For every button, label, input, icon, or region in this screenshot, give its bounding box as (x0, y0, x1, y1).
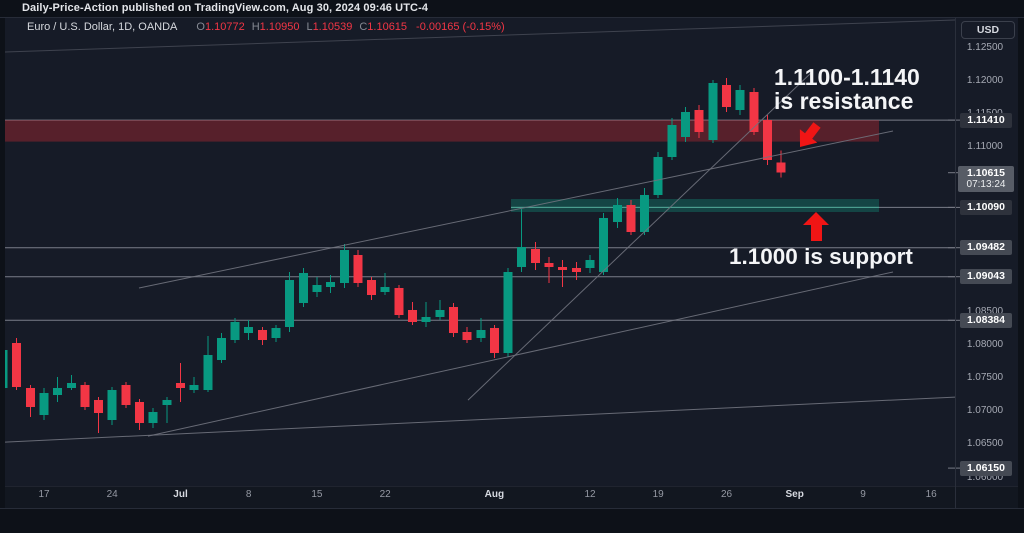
price-axis-label: 1.12500 (966, 41, 1004, 53)
time-axis-label: 22 (379, 489, 391, 500)
price-level-label: 1.06150 (960, 460, 1012, 476)
price-axis-label: 1.06500 (966, 438, 1004, 450)
time-axis-label: 15 (311, 489, 323, 500)
ohlc-value: 1.10539 (312, 21, 353, 33)
time-axis-label: Aug (484, 489, 505, 500)
price-level-label: 1.09043 (960, 269, 1012, 285)
time-axis-label: 26 (720, 489, 733, 500)
price-axis-label: 1.12000 (966, 74, 1004, 86)
price-axis-divider (955, 18, 956, 508)
ohlc-key: L (306, 21, 313, 33)
time-axis-label: 9 (860, 489, 866, 500)
price-level-label: 1.10090 (960, 199, 1012, 215)
symbol-title[interactable]: Euro / U.S. Dollar, 1D, OANDA (27, 21, 178, 33)
last-price-label: 1.10615 07:13:24 (958, 165, 1014, 192)
right-margin (1018, 17, 1024, 508)
resistance-annotation[interactable]: 1.1100-1.1140 is resistance (774, 64, 920, 114)
header-divider (0, 17, 1024, 18)
price-axis-label: 1.06000 (966, 471, 1004, 483)
time-axis-label: 8 (245, 489, 252, 500)
time-axis-label: 17 (38, 489, 50, 500)
price-level-label: 1.09482 (960, 240, 1012, 256)
time-axis-label: 19 (652, 489, 664, 500)
time-axis[interactable] (5, 486, 1018, 508)
time-axis-label: 16 (925, 489, 937, 500)
ohlc-key: C (359, 21, 368, 33)
ohlc-value: 1.10772 (204, 21, 245, 33)
price-axis-label: 1.07000 (966, 405, 1004, 417)
price-axis-label: 1.07500 (966, 372, 1004, 384)
time-axis-label: Sep (785, 489, 804, 500)
time-axis-label: 12 (584, 489, 596, 500)
time-axis-label: Jul (173, 489, 188, 500)
price-level-label: 1.08384 (960, 312, 1012, 328)
price-level-label: 1.11410 (960, 112, 1012, 128)
resistance-annotation-line1: 1.1100-1.1140 (774, 64, 920, 90)
left-margin (0, 17, 5, 508)
last-price-value: 1.10615 (967, 166, 1005, 179)
price-axis-label: 1.08000 (966, 339, 1004, 351)
price-axis-label: 1.11000 (967, 140, 1003, 152)
ohlc-value: 1.10950 (259, 21, 300, 33)
bar-countdown: 07:13:24 (966, 178, 1006, 190)
ohlc-key: O (196, 21, 205, 33)
price-axis-label: 1.08500 (966, 306, 1004, 318)
footer-divider (0, 508, 1024, 509)
ohlc-key: H (251, 21, 260, 33)
time-axis-divider (5, 486, 1018, 487)
ohlc-value: 1.10615 (367, 21, 408, 33)
time-axis-label: 24 (106, 489, 118, 500)
change-value: -0.00165 (-0.15%) (416, 21, 505, 33)
published-header-bar: Daily-Price-Action published on TradingV… (0, 0, 1024, 17)
ohlc-values: O1.10772 H1.10950 L1.10539 C1.10615 -0.00165… (189, 21, 504, 33)
resistance-annotation-line2: is resistance (774, 87, 914, 114)
published-title: Daily-Price-Action published on TradingV… (22, 2, 429, 14)
symbol-legend: Euro / U.S. Dollar, 1D, OANDA O1.10772 H1.… (27, 21, 505, 33)
currency-toggle-button[interactable]: USD (961, 21, 1015, 39)
support-annotation[interactable]: 1.1000 is support (729, 244, 913, 269)
footer-bar: TradingView (0, 508, 1024, 533)
